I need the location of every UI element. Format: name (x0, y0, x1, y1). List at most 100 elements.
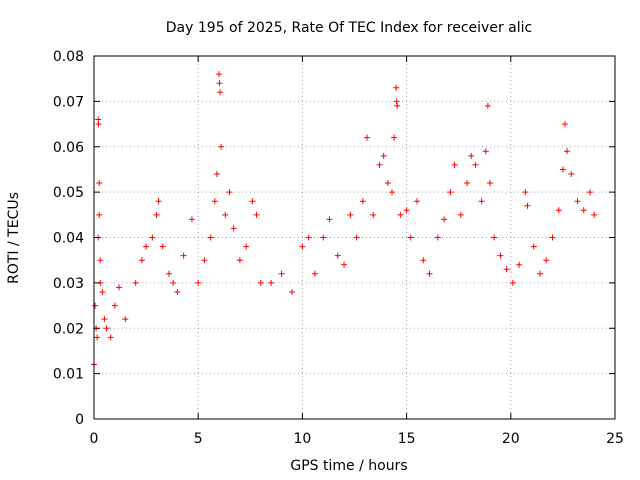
x-tick-label: 20 (502, 431, 520, 447)
data-point (522, 189, 529, 196)
y-tick-label: 0.07 (53, 94, 84, 110)
data-point (149, 234, 156, 241)
data-point (96, 211, 103, 218)
data-point (447, 189, 454, 196)
data-point (188, 216, 195, 223)
data-point (195, 279, 202, 286)
data-point (326, 216, 333, 223)
data-point (580, 207, 587, 214)
data-point (389, 189, 396, 196)
y-tick-label: 0 (75, 412, 84, 428)
data-point (484, 102, 491, 109)
data-point (364, 134, 371, 141)
data-point (472, 161, 479, 168)
data-point (122, 316, 129, 323)
data-point (159, 243, 166, 250)
y-tick-label: 0.01 (53, 367, 84, 383)
data-point (94, 334, 101, 341)
data-point (217, 89, 224, 96)
data-point (555, 207, 562, 214)
data-point (180, 252, 187, 259)
data-point (591, 211, 598, 218)
data-point (97, 257, 104, 264)
data-point (486, 180, 493, 187)
data-point (222, 211, 229, 218)
x-tick-label: 15 (398, 431, 416, 447)
data-point (516, 261, 523, 268)
data-point (99, 288, 106, 295)
data-point (407, 234, 414, 241)
data-point (253, 211, 260, 218)
data-point (564, 148, 571, 155)
y-tick-label: 0.05 (53, 185, 84, 201)
data-point (341, 261, 348, 268)
data-point (299, 243, 306, 250)
data-point (457, 211, 464, 218)
data-point (414, 198, 421, 205)
data-point (347, 211, 354, 218)
data-point (320, 234, 327, 241)
data-point (116, 284, 123, 291)
y-tick-label: 0.03 (53, 276, 84, 292)
data-point (216, 71, 223, 78)
x-tick-label: 5 (194, 431, 203, 447)
data-point (288, 288, 295, 295)
data-point (201, 257, 208, 264)
data-point (524, 202, 531, 209)
data-point (503, 266, 510, 273)
data-point (397, 211, 404, 218)
data-point (561, 121, 568, 128)
data-point (393, 84, 400, 91)
chart-title: Day 195 of 2025, Rate Of TEC Index for r… (166, 20, 532, 36)
x-tick-label: 25 (606, 431, 624, 447)
data-point (95, 121, 102, 128)
data-point (549, 234, 556, 241)
data-point (543, 257, 550, 264)
data-point (574, 198, 581, 205)
data-point (478, 198, 485, 205)
data-points (91, 71, 598, 368)
data-point (482, 148, 489, 155)
data-point (464, 180, 471, 187)
data-point (391, 134, 398, 141)
data-point (384, 180, 391, 187)
data-point (211, 198, 218, 205)
data-point (92, 302, 99, 309)
data-point (434, 234, 441, 241)
data-point (96, 180, 103, 187)
y-tick-label: 0.04 (53, 231, 84, 247)
data-point (311, 270, 318, 277)
data-point (353, 234, 360, 241)
data-point (334, 252, 341, 259)
data-point (230, 225, 237, 232)
data-point (111, 302, 118, 309)
data-point (559, 166, 566, 173)
data-point (226, 189, 233, 196)
data-point (451, 161, 458, 168)
data-point (207, 234, 214, 241)
y-tick-label: 0.08 (53, 49, 84, 65)
data-point (278, 270, 285, 277)
data-point (359, 198, 366, 205)
data-point (530, 243, 537, 250)
data-point (155, 198, 162, 205)
data-point (174, 288, 181, 295)
data-point (257, 279, 264, 286)
x-axis-label: GPS time / hours (290, 458, 407, 474)
data-point (132, 279, 139, 286)
data-point (243, 243, 250, 250)
data-point (138, 257, 145, 264)
x-tick-label: 10 (293, 431, 311, 447)
x-tick-label: 0 (90, 431, 99, 447)
data-point (403, 207, 410, 214)
data-point (213, 170, 220, 177)
y-tick-label: 0.02 (53, 321, 84, 337)
axis-ticks: 0 5 10 15 20 25 0 0.01 0.02 0.03 0.04 0.05 0.06 0.07 0… (53, 49, 624, 447)
data-point (216, 80, 223, 87)
data-point (305, 234, 312, 241)
data-point (394, 102, 401, 109)
data-point (420, 257, 427, 264)
data-point (568, 170, 575, 177)
data-point (586, 189, 593, 196)
data-point (497, 252, 504, 259)
